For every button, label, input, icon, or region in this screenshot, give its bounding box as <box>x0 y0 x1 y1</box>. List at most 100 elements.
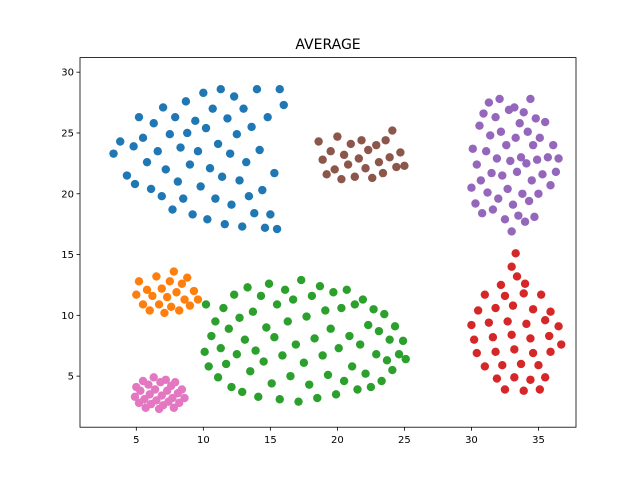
scatter-point <box>512 272 522 281</box>
scatter-point <box>177 385 187 394</box>
scatter-point <box>498 171 507 180</box>
scatter-point <box>305 380 314 389</box>
scatter-point <box>244 192 254 201</box>
scatter-point <box>369 305 378 314</box>
scatter-point <box>368 173 377 183</box>
y-tick-label: 30 <box>61 68 74 79</box>
scatter-point <box>500 215 510 224</box>
scatter-point <box>531 114 540 123</box>
scatter-point <box>546 307 555 316</box>
scatter-point <box>270 333 279 342</box>
scatter-point <box>224 324 233 333</box>
scatter-point <box>507 262 516 271</box>
scatter-point <box>142 285 152 295</box>
scatter-point <box>522 319 531 329</box>
scatter-point <box>337 174 346 184</box>
scatter-point <box>116 137 125 146</box>
scatter-point <box>498 360 507 370</box>
scatter-point <box>223 114 232 123</box>
scatter-point <box>208 104 217 113</box>
scatter-point <box>138 133 148 143</box>
scatter-point <box>347 362 357 371</box>
scatter-point <box>238 387 247 397</box>
x-tick-label: 15 <box>264 435 277 446</box>
scatter-point <box>148 291 157 301</box>
y-tick-label: 10 <box>61 311 74 322</box>
scatter-point <box>380 309 389 319</box>
scatter-point <box>254 392 263 402</box>
scatter-point <box>496 280 506 290</box>
scatter-point <box>144 380 153 389</box>
scatter-point <box>510 373 519 382</box>
y-tick-label: 20 <box>61 189 74 200</box>
scatter-point <box>302 312 311 321</box>
scatter-point <box>264 279 274 288</box>
scatter-point <box>258 185 267 195</box>
scatter-point <box>213 373 223 382</box>
scatter-point <box>540 316 550 325</box>
scatter-point <box>339 150 349 160</box>
scatter-point <box>267 379 276 388</box>
scatter-point <box>339 376 349 386</box>
scatter-point <box>512 167 522 177</box>
scatter-point <box>492 154 502 163</box>
scatter-point <box>200 347 209 357</box>
scatter-point <box>392 162 401 172</box>
scatter-point <box>321 306 330 315</box>
scatter-point <box>519 386 528 395</box>
scatter-point <box>522 159 531 168</box>
points-layer <box>109 85 566 414</box>
x-tick-label: 5 <box>133 435 139 446</box>
scatter-point <box>220 219 229 229</box>
scatter-point <box>342 285 351 295</box>
scatter-point <box>534 360 543 370</box>
scatter-point <box>243 283 252 292</box>
scatter-point <box>146 184 156 194</box>
scatter-point <box>275 85 284 94</box>
scatter-point <box>238 222 247 231</box>
scatter-point <box>374 326 384 336</box>
scatter-point <box>318 155 327 164</box>
scatter-point <box>528 305 538 314</box>
scatter-point <box>385 335 394 344</box>
scatter-point <box>196 182 205 191</box>
scatter-point <box>554 154 563 163</box>
scatter-point <box>165 129 175 139</box>
scatter-point <box>330 165 339 174</box>
scatter-point <box>475 121 484 130</box>
scatter-point <box>326 324 335 333</box>
scatter-point <box>334 343 343 353</box>
scatter-point <box>388 365 397 375</box>
scatter-point <box>540 117 550 127</box>
y-tick-label: 5 <box>68 372 74 383</box>
scatter-point <box>296 275 306 285</box>
scatter-point <box>468 144 477 153</box>
scatter-point <box>528 140 538 150</box>
scatter-point <box>481 147 491 156</box>
scatter-point <box>519 108 528 117</box>
scatter-point <box>162 292 172 302</box>
scatter-point <box>275 395 284 404</box>
scatter-point <box>510 345 519 354</box>
scatter-point <box>471 199 480 208</box>
scatter-point <box>467 320 476 330</box>
chart-title: AVERAGE <box>295 37 360 53</box>
scatter-point <box>134 112 144 122</box>
scatter-point <box>491 112 500 122</box>
scatter-point <box>129 142 138 151</box>
scatter-point <box>551 167 561 177</box>
scatter-point <box>219 303 228 313</box>
scatter-point <box>170 112 180 122</box>
scatter-point <box>262 323 271 332</box>
scatter-point <box>510 103 519 112</box>
scatter-point <box>232 350 242 359</box>
scatter-point <box>372 140 381 150</box>
x-tick-label: 10 <box>197 435 210 446</box>
scatter-point <box>361 164 370 173</box>
scatter-point <box>221 359 231 369</box>
scatter-point <box>364 320 373 330</box>
x-tick-label: 30 <box>465 435 478 446</box>
scatter-point <box>381 136 390 145</box>
scatter-point <box>535 385 545 394</box>
scatter-point <box>491 303 500 313</box>
